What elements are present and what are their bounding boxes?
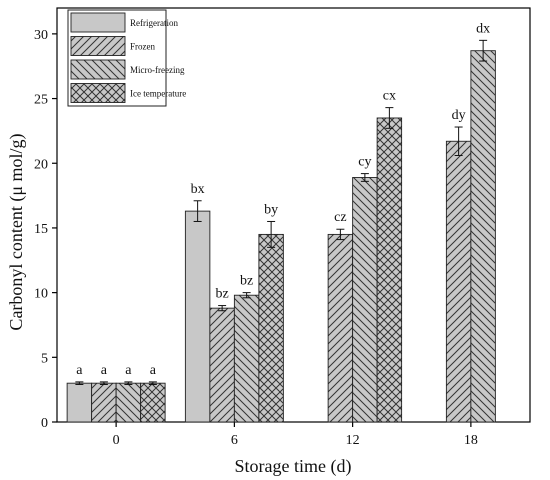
plot-frame bbox=[56, 7, 531, 423]
data-label: dy bbox=[452, 108, 466, 123]
data-label: cy bbox=[358, 155, 371, 170]
bar bbox=[258, 233, 284, 423]
bar bbox=[470, 50, 496, 423]
bar bbox=[327, 233, 354, 423]
data-label: a bbox=[125, 363, 132, 378]
data-label: by bbox=[264, 202, 278, 217]
x-axis-title: Storage time (d) bbox=[235, 456, 352, 477]
legend: Refrigeration Frozen Micro-freezing Ice tem… bbox=[67, 9, 186, 107]
data-label: cz bbox=[334, 210, 346, 225]
data-label: a bbox=[150, 363, 157, 378]
data-label: bx bbox=[191, 182, 205, 197]
y-tick-label: 0 bbox=[41, 416, 48, 431]
legend-swatch bbox=[70, 36, 126, 56]
legend-swatch bbox=[70, 83, 126, 103]
bar bbox=[209, 307, 235, 423]
legend-label: Ice temperature bbox=[130, 89, 186, 99]
x-tick-label: 12 bbox=[346, 433, 360, 448]
x-tick-label: 6 bbox=[231, 433, 238, 448]
bar bbox=[66, 382, 93, 423]
y-axis: 0 5 10 15 20 25 30 bbox=[34, 28, 57, 431]
bar bbox=[445, 140, 472, 423]
y-tick-label: 5 bbox=[41, 351, 48, 366]
y-tick-label: 20 bbox=[34, 157, 48, 172]
bar bbox=[140, 382, 166, 423]
legend-swatch bbox=[70, 59, 126, 80]
data-label: a bbox=[76, 363, 83, 378]
y-tick-label: 25 bbox=[34, 93, 48, 108]
bar bbox=[184, 210, 211, 423]
bar bbox=[233, 294, 260, 423]
data-label: a bbox=[101, 363, 108, 378]
x-axis: 0 6 12 18 bbox=[113, 422, 478, 448]
bar bbox=[376, 117, 403, 423]
y-axis-title: Carbonyl content (μ mol/g) bbox=[6, 133, 27, 330]
legend-swatch bbox=[70, 12, 126, 33]
x-tick-label: 0 bbox=[113, 433, 120, 448]
legend-label: Micro-freezing bbox=[130, 65, 185, 75]
bar bbox=[115, 382, 142, 423]
plot-area bbox=[56, 7, 531, 423]
bars: a bx a bz cz dy a bz cy dx a by cx bbox=[66, 21, 496, 423]
y-tick-label: 30 bbox=[34, 28, 48, 43]
legend-label: Frozen bbox=[130, 42, 155, 52]
bar bbox=[352, 177, 378, 423]
bar bbox=[91, 382, 117, 423]
data-label: bz bbox=[240, 274, 253, 289]
x-tick-label: 18 bbox=[464, 433, 478, 448]
legend-label: Refrigeration bbox=[130, 18, 178, 28]
y-tick-label: 15 bbox=[34, 222, 48, 237]
data-label: bz bbox=[216, 287, 229, 302]
data-label: dx bbox=[476, 21, 490, 36]
data-label: cx bbox=[383, 89, 396, 104]
y-tick-label: 10 bbox=[34, 287, 48, 302]
